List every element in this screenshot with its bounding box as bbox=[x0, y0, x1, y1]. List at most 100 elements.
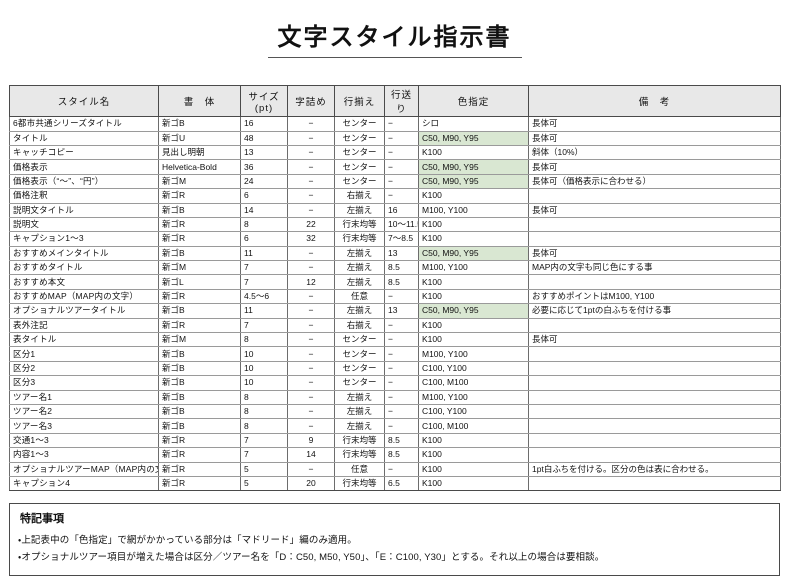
cell-style: キャッチコピー bbox=[9, 145, 159, 161]
cell-font: 新ゴR bbox=[158, 318, 241, 334]
cell-style: オプショナルツアーMAP（MAP内の文字） bbox=[9, 462, 159, 477]
column-header-tracking: 字詰め bbox=[287, 85, 335, 118]
cell-color: C100, M100 bbox=[418, 375, 529, 391]
column-header-style: スタイル名 bbox=[9, 85, 159, 118]
cell-align: 左揃え bbox=[334, 274, 385, 290]
cell-font: Helvetica-Bold bbox=[158, 159, 241, 175]
cell-size: 5 bbox=[240, 462, 288, 477]
cell-style: タイトル bbox=[9, 131, 159, 146]
cell-color: K100 bbox=[418, 188, 529, 204]
cell-size: 7 bbox=[240, 260, 288, 276]
cell-align: 左揃え bbox=[334, 390, 385, 405]
cell-note: 1pt白ふちを付ける。区分の色は表に合わせる。 bbox=[528, 462, 781, 477]
cell-size: 8 bbox=[240, 332, 288, 348]
cell-tracking: − bbox=[287, 462, 335, 477]
cell-align: 右揃え bbox=[334, 188, 385, 204]
table-row: オプショナルツアーMAP（MAP内の文字）新ゴR5−任意−K1001pt白ふちを… bbox=[9, 462, 781, 477]
spec-table-container: スタイル名 書 体 サイズ (pt) 字詰め 行揃え 行送り 色指定 備 考 6… bbox=[9, 85, 781, 492]
cell-note: 長体可 bbox=[528, 246, 781, 262]
cell-note: おすすめポイントはM100, Y100 bbox=[528, 289, 781, 305]
cell-leading: − bbox=[384, 404, 419, 420]
cell-style: 内容1〜3 bbox=[9, 447, 159, 463]
cell-tracking: − bbox=[287, 145, 335, 161]
note-item: ・上記表中の「色指定」で網がかかっている部分は「マドリード」編のみ適用。 bbox=[18, 535, 357, 547]
cell-leading: 10〜11.5 bbox=[384, 217, 419, 233]
cell-color: C50, M90, Y95 bbox=[418, 174, 529, 190]
cell-align: センター bbox=[334, 375, 385, 391]
cell-size: 7 bbox=[240, 274, 288, 290]
cell-tracking: − bbox=[287, 361, 335, 377]
cell-size: 10 bbox=[240, 346, 288, 362]
table-row: 表タイトル 新ゴM 8− センター − K100 長体可 bbox=[9, 332, 781, 348]
cell-note: 長体可 bbox=[528, 116, 781, 132]
cell-font: 新ゴR bbox=[158, 217, 241, 233]
cell-align: センター bbox=[334, 159, 385, 175]
cell-color: M100, Y100 bbox=[418, 390, 529, 405]
cell-color: K100 bbox=[418, 447, 529, 463]
table-row: 6都市共通シリーズタイトル 新ゴB 16− センター − シロ 長体可 bbox=[9, 116, 781, 132]
cell-tracking: − bbox=[287, 203, 335, 218]
cell-leading: − bbox=[384, 462, 419, 477]
cell-tracking: 20 bbox=[287, 476, 335, 492]
cell-leading: 8.5 bbox=[384, 447, 419, 463]
cell-tracking: − bbox=[287, 418, 335, 434]
cell-font: 新ゴU bbox=[158, 131, 241, 146]
cell-size: 4.5〜6 bbox=[240, 289, 288, 305]
table-row: おすすめメインタイトル 新ゴB 11− 左揃え 13 C50, M90, Y95 長体可 bbox=[9, 246, 781, 262]
note-item: ・オプショナルツアー項目が増えた場合は区分／ツアー名を「D：C50, M50, … bbox=[18, 551, 605, 563]
cell-tracking: − bbox=[287, 260, 335, 276]
column-header-leading: 行送り bbox=[384, 85, 419, 118]
cell-leading: 13 bbox=[384, 303, 419, 319]
cell-tracking: 12 bbox=[287, 274, 335, 290]
table-row: 区分3 新ゴB 10− センター − C100, M100 bbox=[9, 375, 781, 391]
cell-leading: − bbox=[384, 332, 419, 348]
table-row: ツアー名1 新ゴB 8− 左揃え − M100, Y100 bbox=[9, 390, 781, 405]
cell-align: センター bbox=[334, 346, 385, 362]
cell-color: K100 bbox=[418, 433, 529, 449]
cell-color: M100, Y100 bbox=[418, 203, 529, 218]
cell-size: 14 bbox=[240, 203, 288, 218]
cell-note bbox=[528, 274, 781, 290]
cell-color: K100 bbox=[418, 217, 529, 233]
cell-note: 長体可 bbox=[528, 332, 781, 348]
table-row: 表外注記 新ゴR 7− 右揃え − K100 bbox=[9, 318, 781, 334]
cell-size: 7 bbox=[240, 447, 288, 463]
cell-color: K100 bbox=[418, 462, 529, 477]
cell-leading: − bbox=[384, 131, 419, 146]
cell-align: 行末均等 bbox=[334, 217, 385, 233]
cell-size: 11 bbox=[240, 303, 288, 319]
cell-style: ツアー名3 bbox=[9, 418, 159, 434]
cell-align: 行末均等 bbox=[334, 433, 385, 449]
cell-size: 8 bbox=[240, 390, 288, 405]
cell-size: 48 bbox=[240, 131, 288, 146]
cell-font: 新ゴR bbox=[158, 447, 241, 463]
cell-style: キャプション4 bbox=[9, 476, 159, 492]
cell-leading: 8.5 bbox=[384, 260, 419, 276]
cell-leading: 7〜8.5 bbox=[384, 231, 419, 247]
cell-font: 新ゴR bbox=[158, 231, 241, 247]
table-row: ツアー名2 新ゴB 8− 左揃え − C100, Y100 bbox=[9, 404, 781, 420]
cell-leading: 16 bbox=[384, 203, 419, 218]
cell-size: 11 bbox=[240, 246, 288, 262]
cell-note: 長体可 bbox=[528, 159, 781, 175]
column-header-note: 備 考 bbox=[528, 85, 781, 118]
cell-note bbox=[528, 318, 781, 334]
cell-tracking: 14 bbox=[287, 447, 335, 463]
cell-size: 10 bbox=[240, 361, 288, 377]
cell-style: ツアー名2 bbox=[9, 404, 159, 420]
table-body: 6都市共通シリーズタイトル 新ゴB 16− センター − シロ 長体可 タイトル 新ゴU 48− セ… bbox=[9, 116, 781, 492]
cell-font: 新ゴB bbox=[158, 203, 241, 218]
cell-leading: 6.5 bbox=[384, 476, 419, 492]
cell-leading: − bbox=[384, 361, 419, 377]
cell-style: 表タイトル bbox=[9, 332, 159, 348]
cell-tracking: − bbox=[287, 390, 335, 405]
cell-size: 13 bbox=[240, 145, 288, 161]
cell-color: K100 bbox=[418, 231, 529, 247]
cell-font: 新ゴR bbox=[158, 476, 241, 492]
cell-style: 区分2 bbox=[9, 361, 159, 377]
cell-align: 左揃え bbox=[334, 203, 385, 218]
cell-tracking: − bbox=[287, 303, 335, 319]
table-row: タイトル 新ゴU 48− センター − C50, M90, Y95 長体可 bbox=[9, 131, 781, 146]
table-row: 内容1〜3 新ゴR 7 14 行末均等 8.5 K100 bbox=[9, 447, 781, 463]
table-row: おすすめMAP（MAP内の文字） 新ゴR 4.5〜6− 任意 − K100 おすすめポイント… bbox=[9, 289, 781, 305]
